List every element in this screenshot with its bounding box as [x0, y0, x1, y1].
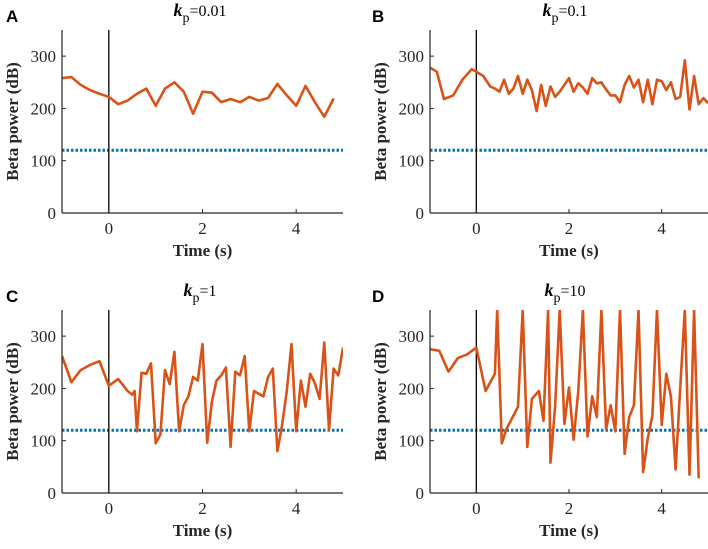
- panel-letter: B: [372, 7, 384, 26]
- y-tick-label: 200: [31, 379, 57, 398]
- x-tick-label: 2: [198, 499, 207, 518]
- title-subscript: p: [182, 11, 189, 26]
- beta-power-line: [430, 58, 708, 113]
- y-axis-label: Beta power (dB): [3, 342, 22, 461]
- y-tick-label: 100: [31, 152, 57, 171]
- y-axis-label: Beta power (dB): [3, 62, 22, 181]
- x-tick-label: 4: [292, 499, 301, 518]
- beta-power-line: [62, 75, 335, 119]
- x-tick-label: 2: [565, 499, 574, 518]
- title-value: =0.01: [189, 3, 226, 20]
- x-tick-label: 2: [565, 219, 574, 238]
- y-tick-label: 200: [399, 99, 425, 118]
- x-axis-label: Time (s): [173, 241, 233, 260]
- y-tick-label: 200: [31, 99, 57, 118]
- chart-title: kp=1: [183, 280, 216, 306]
- title-subscript: p: [551, 11, 558, 26]
- x-axis-label: Time (s): [173, 521, 233, 540]
- y-tick-label: 0: [416, 204, 425, 223]
- title-value: =0.1: [558, 3, 587, 20]
- x-axis-label: Time (s): [539, 521, 599, 540]
- x-tick-label: 0: [472, 219, 481, 238]
- title-value: =10: [560, 283, 585, 300]
- title-symbol: k: [183, 280, 192, 300]
- chart-title: kp=0.01: [173, 0, 226, 26]
- y-axis-label: Beta power (dB): [371, 342, 390, 461]
- beta-power-line: [430, 310, 700, 479]
- title-symbol: k: [173, 0, 182, 20]
- x-tick-label: 4: [292, 219, 301, 238]
- panel-letter: A: [6, 7, 18, 26]
- y-tick-label: 300: [399, 327, 425, 346]
- x-tick-label: 4: [657, 499, 666, 518]
- x-tick-label: 4: [657, 219, 666, 238]
- chart-title: kp=10: [544, 280, 585, 306]
- panel-letter: C: [6, 287, 18, 306]
- y-tick-label: 0: [48, 204, 57, 223]
- y-tick-label: 100: [31, 432, 57, 451]
- x-tick-label: 0: [472, 499, 481, 518]
- y-tick-label: 200: [399, 379, 425, 398]
- title-value: =1: [199, 283, 216, 300]
- y-tick-label: 300: [31, 47, 57, 66]
- y-axis-label: Beta power (dB): [371, 62, 390, 181]
- y-tick-label: 0: [48, 484, 57, 503]
- x-tick-label: 0: [105, 499, 114, 518]
- title-symbol: k: [542, 0, 551, 20]
- title-subscript: p: [553, 291, 560, 306]
- title-subscript: p: [192, 291, 199, 306]
- y-tick-label: 100: [399, 432, 425, 451]
- panel-letter: D: [372, 287, 384, 306]
- y-tick-label: 300: [399, 47, 425, 66]
- title-symbol: k: [544, 280, 553, 300]
- x-tick-label: 2: [198, 219, 207, 238]
- y-tick-label: 100: [399, 152, 425, 171]
- beta-power-line: [62, 341, 343, 453]
- y-tick-label: 0: [416, 484, 425, 503]
- x-tick-label: 0: [105, 219, 114, 238]
- chart-title: kp=0.1: [542, 0, 587, 26]
- y-tick-label: 300: [31, 327, 57, 346]
- x-axis-label: Time (s): [539, 241, 599, 260]
